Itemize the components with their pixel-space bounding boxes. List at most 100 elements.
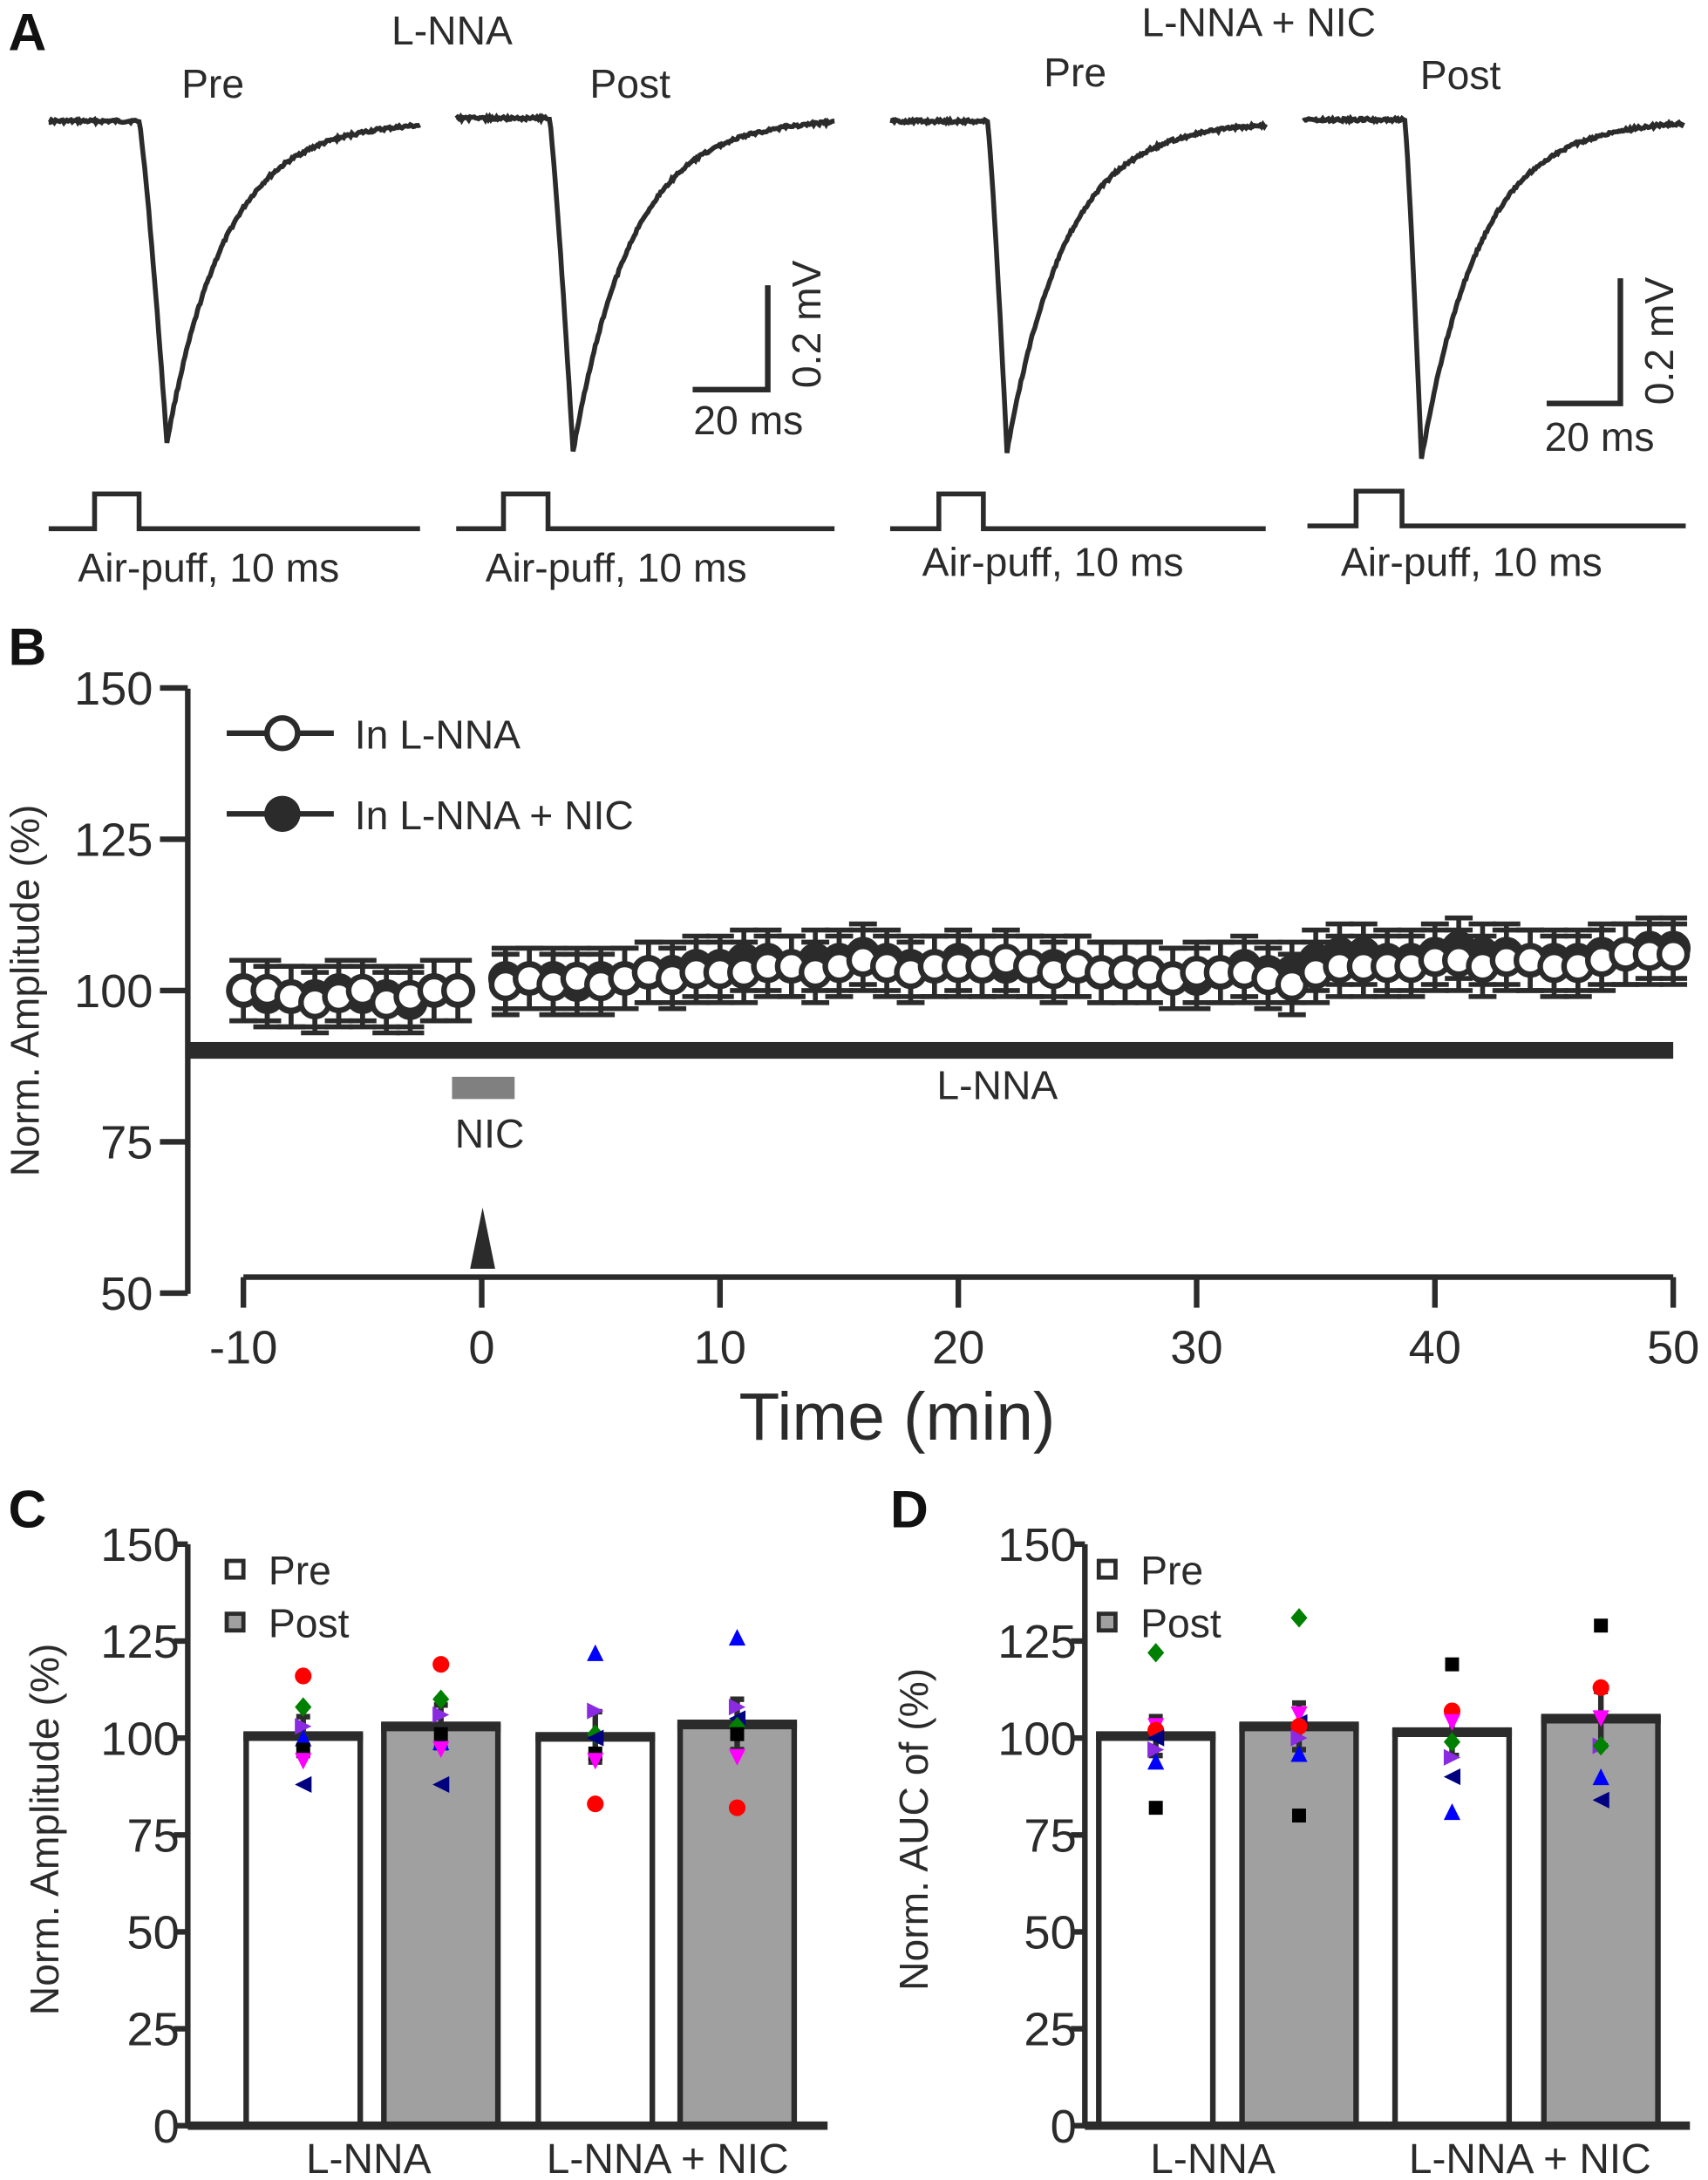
epsp-trace-4 (1302, 113, 1685, 460)
data-point (1443, 1713, 1461, 1731)
data-point (1443, 1748, 1461, 1766)
b-y-tick-label: 100 (74, 965, 153, 1018)
data-point (1147, 1741, 1165, 1759)
group2-title: L-NNA + NIC (1141, 0, 1376, 45)
scale-bar-1 (692, 285, 771, 392)
data-point (1292, 1809, 1306, 1823)
data-point (1443, 1768, 1461, 1786)
data-point (1443, 1732, 1461, 1752)
air-puff-stimulus-3 (889, 491, 1266, 532)
data-point (728, 1628, 746, 1646)
b-y-tick-label: 150 (74, 663, 153, 715)
c-legend-pre-swatch (224, 1558, 246, 1580)
d-legend-post-label: Post (1140, 1601, 1221, 1646)
data-point (728, 1698, 746, 1716)
d-category-label: L-NNA (1150, 2136, 1276, 2180)
c-legend-post-label: Post (269, 1601, 350, 1646)
c-bar-pre (243, 1733, 364, 2129)
data-point (1148, 1801, 1163, 1816)
b-x-tick-label: 10 (694, 1321, 746, 1373)
c-legend-post-swatch (224, 1611, 246, 1633)
panel-label-b: B (9, 617, 47, 677)
c-y-tick-label: 0 (153, 2101, 180, 2153)
epsp-trace-1 (47, 115, 422, 444)
data-point (1592, 1735, 1609, 1756)
scale-bar-2-voltage: 0.2 mV (1637, 277, 1682, 405)
d-legend-pre-label: Pre (1140, 1548, 1203, 1593)
l-nna-bar-label: L-NNA (936, 1062, 1058, 1107)
data-point (1290, 1745, 1308, 1762)
data-point (1592, 1679, 1609, 1696)
data-point (587, 1644, 604, 1661)
scale-bar-2-time: 20 ms (1545, 414, 1655, 460)
panel-c: C Norm. Amplitude (%) 0 25 50 75 100 125 150 L-… (9, 1480, 828, 2180)
b-x-tick-label: 20 (932, 1321, 984, 1373)
data-point (1147, 1753, 1165, 1770)
trace2-label: Post (589, 61, 670, 106)
b-x-tick-label: 40 (1409, 1321, 1461, 1373)
panel-d: D Norm. AUC of (%) 0 25 50 75 100 125 150 L-NNA… (890, 1480, 1691, 2180)
scale-bar-1-voltage: 0.2 mV (784, 260, 829, 388)
data-point (1290, 1706, 1308, 1724)
d-y-axis-label: Norm. AUC of (%) (891, 1668, 936, 1991)
stimulus-label-2: Air-puff, 10 ms (486, 545, 747, 590)
data-point (1592, 1768, 1609, 1786)
d-bar-post (1541, 1715, 1661, 2129)
b-x-axis-label: Time (min) (738, 1380, 1055, 1454)
d-y-tick-label: 0 (1051, 2101, 1077, 2153)
panel-label-a: A (9, 3, 47, 62)
d-y-tick-label: 75 (1024, 1809, 1076, 1862)
c-bar-post (677, 1721, 798, 2129)
trace3-label: Pre (1044, 50, 1106, 95)
stimulus-label-1: Air-puff, 10 ms (78, 545, 339, 590)
data-point (1594, 1618, 1609, 1633)
data-point (1290, 1729, 1308, 1747)
b-y-axis-label: Norm. Amplitude (%) (3, 805, 48, 1177)
c-y-tick-label: 50 (126, 1907, 179, 1959)
d-y-tick-label: 125 (997, 1616, 1076, 1668)
d-bar-pre (1096, 1733, 1216, 2129)
data-point (587, 1753, 604, 1770)
epsp-trace-2 (454, 112, 835, 453)
c-y-tick-label: 75 (126, 1809, 179, 1862)
l-nna-application-bar (187, 1041, 1674, 1059)
c-category-label: L-NNA + NIC (547, 2136, 789, 2180)
data-point (432, 1706, 450, 1724)
stimulus-label-3: Air-puff, 10 ms (922, 540, 1184, 585)
data-point (432, 1689, 450, 1709)
data-point (432, 1741, 450, 1759)
stimulus-label-4: Air-puff, 10 ms (1341, 540, 1603, 585)
c-bar-post (381, 1723, 501, 2129)
b-x-tick-label: 0 (468, 1321, 494, 1373)
data-point (1592, 1710, 1609, 1727)
d-category-label: L-NNA + NIC (1409, 2136, 1651, 2180)
c-y-tick-label: 100 (100, 1713, 179, 1765)
d-y-tick-label: 100 (997, 1713, 1076, 1765)
data-point (728, 1748, 746, 1766)
legend-label-l-nna-nic: In L-NNA + NIC (355, 793, 634, 838)
c-y-axis-label: Norm. Amplitude (%) (22, 1644, 67, 2016)
b-y-tick-label: 125 (74, 814, 153, 867)
b-y-tick-label: 75 (100, 1117, 153, 1169)
epsp-trace-3 (889, 115, 1269, 453)
panel-label-c: C (9, 1480, 47, 1539)
nic-onset-arrowhead-icon (470, 1207, 495, 1269)
group1-title: L-NNA (391, 8, 513, 53)
b-y-tick-label: 50 (100, 1268, 153, 1320)
data-point (295, 1753, 312, 1770)
d-y-tick-label: 150 (997, 1519, 1076, 1571)
scale-bar-2 (1546, 278, 1623, 406)
d-legend-pre-swatch (1096, 1558, 1118, 1580)
data-point (1443, 1803, 1461, 1821)
b-point-l-nna (441, 973, 475, 1008)
b-x-tick-label: 30 (1170, 1321, 1222, 1373)
b-legend: In L-NNA In L-NNA + NIC (227, 712, 634, 838)
data-point (1290, 1608, 1308, 1628)
data-point (1290, 1718, 1308, 1735)
c-y-tick-label: 125 (100, 1616, 179, 1668)
b-point-l-nna (1656, 937, 1691, 971)
air-puff-stimulus-1 (48, 491, 420, 532)
c-y-tick-label: 25 (126, 2004, 179, 2056)
legend-filled-circle-icon (264, 795, 301, 833)
